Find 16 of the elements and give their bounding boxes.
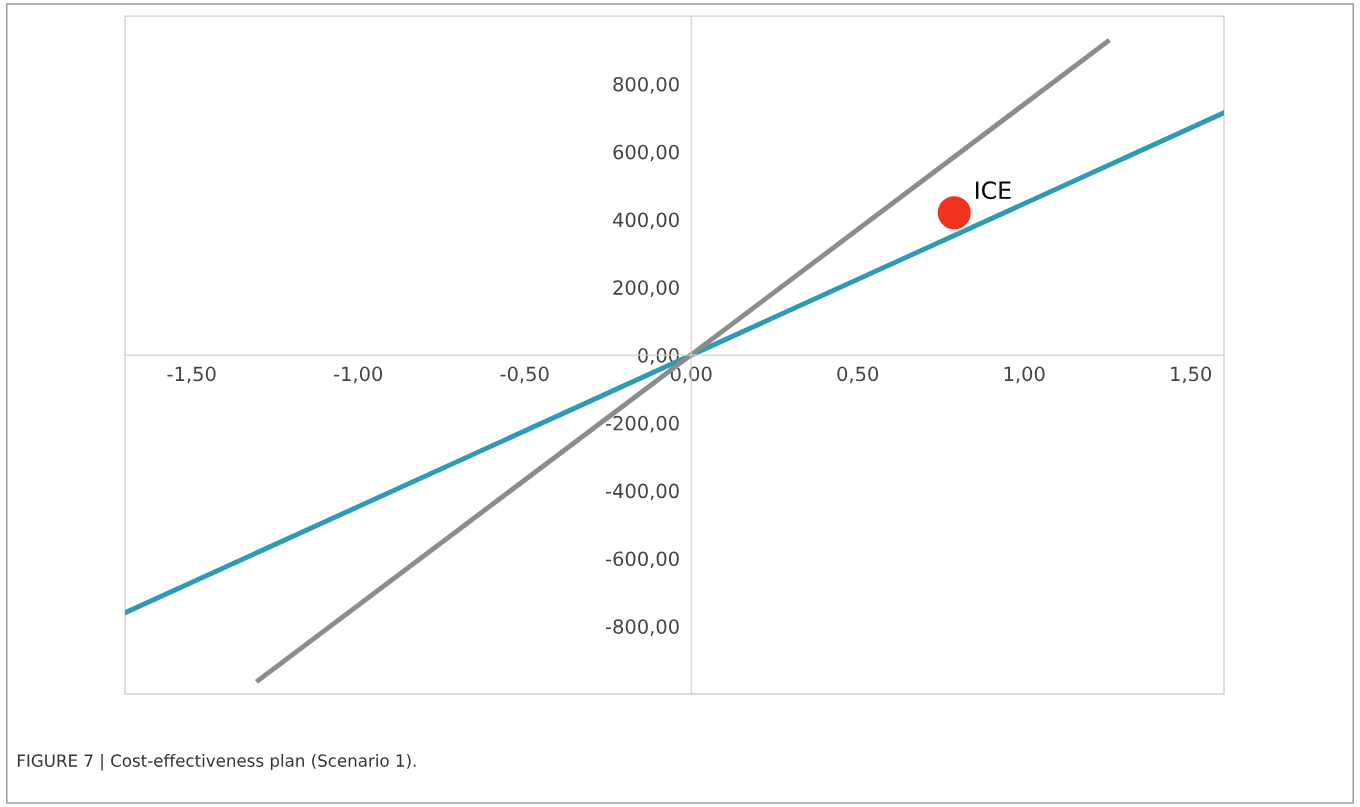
x-tick-label: 1,00: [1004, 366, 1045, 384]
y-tick-label: -400,00: [606, 483, 679, 501]
x-tick-label: -0,50: [500, 366, 549, 384]
x-tick-label: 0,50: [837, 366, 879, 384]
y-tick-label: 800,00: [613, 76, 679, 94]
y-tick-label: 400,00: [613, 212, 679, 230]
y-tick-label: -600,00: [606, 551, 679, 569]
x-tick-label: 1,50: [1171, 366, 1212, 384]
y-tick-label: -200,00: [606, 415, 679, 433]
caption: FIGURE 7 | Cost-effectiveness plan (Scenario 1).: [17, 753, 416, 771]
y-tick-label: 600,00: [613, 144, 679, 162]
x-tick-label: -1,50: [167, 366, 216, 384]
y-tick-label: -800,00: [606, 619, 679, 636]
y-tick-label: 200,00: [613, 280, 679, 297]
x-tick-label: -1,00: [334, 366, 383, 384]
series-label: ICE: [976, 181, 1011, 200]
